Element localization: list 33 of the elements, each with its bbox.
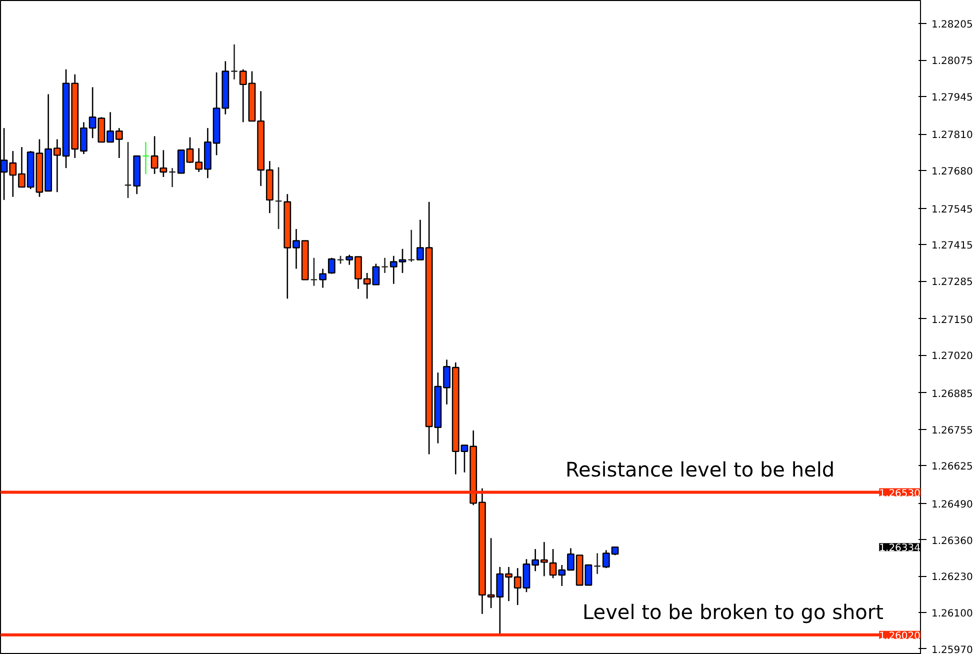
candlestick — [381, 257, 388, 274]
y-tick-label: 1.27945 — [932, 92, 973, 104]
y-tick-label: 1.27680 — [932, 166, 973, 178]
candlestick — [124, 141, 132, 199]
y-tick-label: 1.27545 — [932, 204, 973, 216]
y-tick-label: 1.28075 — [932, 56, 973, 68]
y-tick-label: 1.27020 — [932, 351, 973, 362]
candlestick — [142, 141, 150, 175]
y-tick-label: 1.26360 — [932, 536, 973, 547]
ref-line-label: 1.26530 — [879, 488, 921, 500]
candlestick — [328, 257, 336, 274]
candlestick — [230, 44, 238, 80]
y-tick-label: 1.26230 — [932, 572, 973, 584]
y-tick-label: 1.26100 — [932, 608, 973, 620]
candlestick — [310, 257, 318, 286]
ref-line-label: 1.26020 — [879, 630, 921, 642]
y-tick-label: 1.27415 — [932, 240, 973, 252]
y-tick-label: 1.27285 — [932, 277, 973, 288]
y-tick-label: 1.27810 — [932, 130, 973, 142]
y-tick-label: 1.25970 — [932, 644, 973, 654]
y-tick-label: 1.28205 — [932, 20, 973, 31]
y-tick-label: 1.26625 — [932, 462, 973, 473]
annotation: Resistance level to be held — [566, 457, 835, 482]
y-tick-label: 1.26885 — [932, 388, 973, 400]
annotation: Level to be broken to go short — [582, 600, 884, 624]
y-tick-label: 1.26490 — [932, 499, 973, 510]
y-tick-label: 1.26755 — [932, 425, 973, 436]
candlestick — [408, 229, 416, 262]
candlestick — [274, 166, 282, 230]
candlestick — [168, 167, 176, 188]
candlestick — [594, 552, 602, 575]
candlestick — [319, 268, 327, 288]
y-tick-label: 1.27150 — [932, 314, 973, 326]
